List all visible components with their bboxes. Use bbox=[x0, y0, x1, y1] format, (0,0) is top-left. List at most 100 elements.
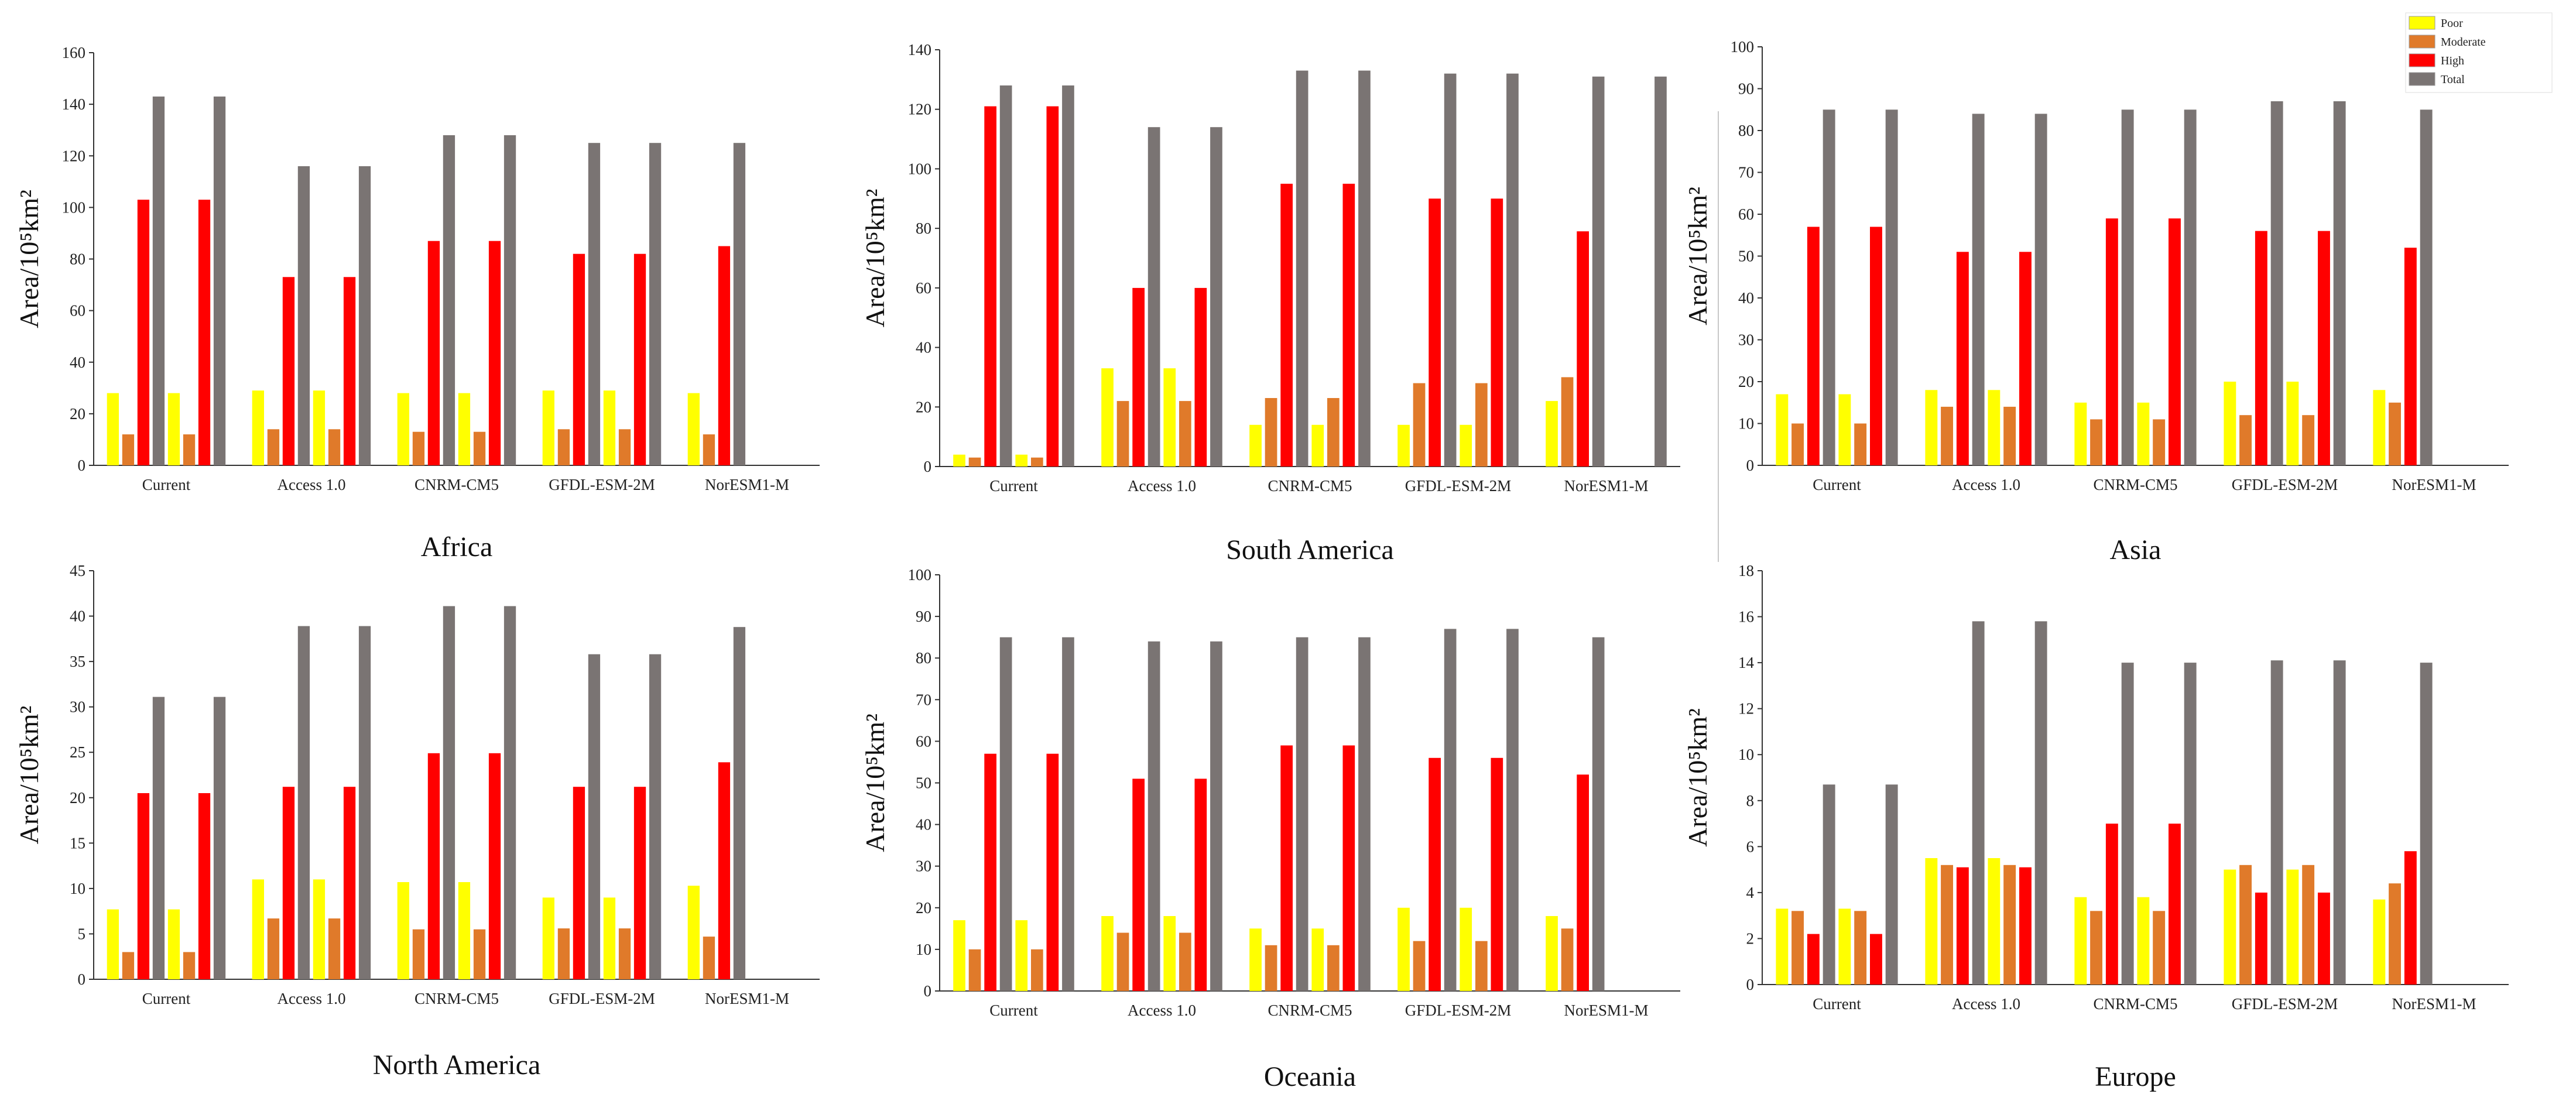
north-america-bar-noresm1-m-moderate bbox=[703, 937, 715, 979]
south-america-bar-cnrm-cm5-total bbox=[1296, 70, 1308, 467]
legend-swatch-moderate bbox=[2409, 35, 2435, 49]
africa-bar-current-total bbox=[213, 96, 226, 465]
oceania-y-tick-label: 20 bbox=[916, 899, 931, 917]
asia-bar-gfdl-esm-2m-high bbox=[2318, 231, 2330, 465]
africa-bar-noresm1-m-moderate bbox=[703, 434, 715, 465]
south-america-bar-gfdl-esm-2m-total bbox=[1444, 73, 1457, 467]
north-america-bar-noresm1-m-total bbox=[733, 627, 746, 979]
asia-bar-access-1-0-total bbox=[1972, 114, 1985, 465]
europe-bar-access-1-0-moderate bbox=[2003, 865, 2016, 985]
oceania-bar-gfdl-esm-2m-moderate bbox=[1475, 941, 1488, 991]
africa-bar-cnrm-cm5-moderate bbox=[412, 431, 425, 465]
asia-bar-gfdl-esm-2m-high bbox=[2255, 231, 2267, 465]
asia-bar-noresm1-m-high bbox=[2404, 248, 2417, 465]
north-america-bar-current-poor bbox=[107, 909, 119, 979]
asia-bar-noresm1-m-moderate bbox=[2389, 402, 2401, 466]
north-america-chart-title: North America bbox=[373, 1050, 541, 1081]
oceania-bar-gfdl-esm-2m-high bbox=[1491, 757, 1503, 991]
africa-category-label: Current bbox=[142, 476, 191, 493]
north-america-bar-cnrm-cm5-poor bbox=[397, 882, 409, 979]
europe-bar-access-1-0-poor bbox=[1925, 858, 1938, 985]
south-america-bar-current-total bbox=[1062, 85, 1074, 467]
africa-y-tick-label: 20 bbox=[70, 405, 85, 423]
asia-bar-gfdl-esm-2m-total bbox=[2333, 101, 2346, 465]
europe-bar-gfdl-esm-2m-moderate bbox=[2302, 865, 2315, 985]
oceania-bar-current-moderate bbox=[1031, 949, 1043, 991]
north-america-bar-access-1-0-moderate bbox=[267, 918, 280, 979]
europe-bar-gfdl-esm-2m-poor bbox=[2286, 869, 2299, 985]
south-america-bar-cnrm-cm5-poor bbox=[1311, 424, 1324, 467]
oceania-bar-current-high bbox=[1046, 753, 1059, 991]
south-america-bar-cnrm-cm5-moderate bbox=[1327, 398, 1340, 467]
south-america-bar-access-1-0-poor bbox=[1101, 368, 1114, 467]
europe-bar-access-1-0-moderate bbox=[1941, 865, 1953, 985]
oceania-bar-current-high bbox=[984, 753, 996, 991]
south-america-bar-current-total bbox=[999, 85, 1012, 467]
oceania-bar-access-1-0-total bbox=[1147, 641, 1160, 991]
south-america-bar-access-1-0-moderate bbox=[1179, 401, 1191, 467]
europe-y-tick-label: 16 bbox=[1738, 608, 1754, 626]
africa-bar-gfdl-esm-2m-moderate bbox=[618, 429, 631, 465]
asia-bar-access-1-0-high bbox=[2019, 252, 2032, 465]
north-america-bar-cnrm-cm5-total bbox=[443, 606, 455, 979]
africa-y-axis-label: Area/10⁵km² bbox=[14, 190, 44, 328]
europe-y-tick-label: 2 bbox=[1746, 930, 1755, 947]
oceania-y-tick-label: 10 bbox=[916, 941, 931, 958]
asia-y-tick-label: 100 bbox=[1731, 38, 1755, 56]
oceania-bar-noresm1-m-poor bbox=[1546, 916, 1558, 991]
north-america-bar-access-1-0-moderate bbox=[328, 918, 341, 979]
asia-bar-gfdl-esm-2m-moderate bbox=[2239, 415, 2252, 465]
north-america-y-tick-label: 30 bbox=[70, 698, 85, 716]
north-america-bar-current-high bbox=[198, 793, 211, 979]
africa-bar-cnrm-cm5-poor bbox=[458, 393, 471, 465]
north-america-category-label: Access 1.0 bbox=[278, 990, 346, 1007]
africa-bar-gfdl-esm-2m-moderate bbox=[557, 429, 570, 465]
asia-bar-cnrm-cm5-poor bbox=[2074, 402, 2087, 466]
north-america-bar-current-moderate bbox=[183, 952, 196, 979]
south-america-bar-gfdl-esm-2m-poor bbox=[1397, 424, 1410, 467]
north-america-bar-gfdl-esm-2m-total bbox=[588, 654, 601, 979]
north-america-bar-gfdl-esm-2m-high bbox=[573, 787, 585, 979]
europe-bar-gfdl-esm-2m-high bbox=[2318, 892, 2330, 985]
legend-label-high: High bbox=[2441, 54, 2464, 67]
south-america-y-tick-label: 20 bbox=[916, 398, 931, 416]
south-america-bar-cnrm-cm5-moderate bbox=[1265, 398, 1277, 467]
north-america-bar-gfdl-esm-2m-poor bbox=[542, 897, 554, 979]
africa-bar-current-moderate bbox=[183, 434, 196, 465]
south-america-bar-current-poor bbox=[953, 454, 965, 467]
africa-y-tick-label: 60 bbox=[70, 302, 85, 320]
europe-bar-gfdl-esm-2m-total bbox=[2270, 660, 2283, 985]
south-america-bar-gfdl-esm-2m-moderate bbox=[1475, 383, 1488, 467]
asia-bar-noresm1-m-poor bbox=[2373, 390, 2386, 465]
north-america-bar-gfdl-esm-2m-poor bbox=[603, 897, 616, 979]
north-america-category-label: Current bbox=[142, 990, 191, 1007]
oceania-category-label: NorESM1-M bbox=[1564, 1002, 1648, 1019]
asia-y-tick-label: 50 bbox=[1738, 248, 1754, 265]
africa-bar-cnrm-cm5-total bbox=[503, 135, 516, 465]
africa-bar-gfdl-esm-2m-high bbox=[633, 253, 646, 465]
europe-bar-noresm1-m-moderate bbox=[2389, 883, 2401, 985]
oceania-y-axis-label: Area/10⁵km² bbox=[860, 714, 890, 852]
africa-y-tick-label: 40 bbox=[70, 354, 85, 371]
europe-y-tick-label: 0 bbox=[1746, 976, 1755, 993]
asia-bar-access-1-0-moderate bbox=[1941, 406, 1953, 465]
europe-y-tick-label: 14 bbox=[1738, 654, 1755, 671]
africa-bar-access-1-0-moderate bbox=[267, 429, 280, 465]
north-america-bar-access-1-0-high bbox=[282, 787, 295, 979]
africa-bar-access-1-0-poor bbox=[252, 390, 264, 465]
europe-bar-access-1-0-high bbox=[1956, 867, 1969, 985]
asia-bar-current-poor bbox=[1776, 394, 1789, 465]
europe-category-label: NorESM1-M bbox=[2392, 995, 2476, 1013]
europe-bar-gfdl-esm-2m-high bbox=[2255, 892, 2267, 985]
europe-bar-cnrm-cm5-poor bbox=[2137, 897, 2150, 985]
oceania-chart-title: Oceania bbox=[1264, 1061, 1356, 1092]
africa-y-tick-label: 0 bbox=[78, 457, 86, 474]
asia-bar-cnrm-cm5-high bbox=[2105, 218, 2118, 465]
asia-y-tick-label: 40 bbox=[1738, 289, 1754, 307]
south-america-y-tick-label: 120 bbox=[908, 101, 932, 118]
north-america-y-tick-label: 15 bbox=[70, 834, 85, 852]
oceania-bar-noresm1-m-moderate bbox=[1561, 928, 1574, 991]
south-america-bar-gfdl-esm-2m-high bbox=[1491, 198, 1503, 467]
south-america-y-tick-label: 40 bbox=[916, 339, 931, 356]
north-america-bar-gfdl-esm-2m-moderate bbox=[557, 928, 570, 979]
